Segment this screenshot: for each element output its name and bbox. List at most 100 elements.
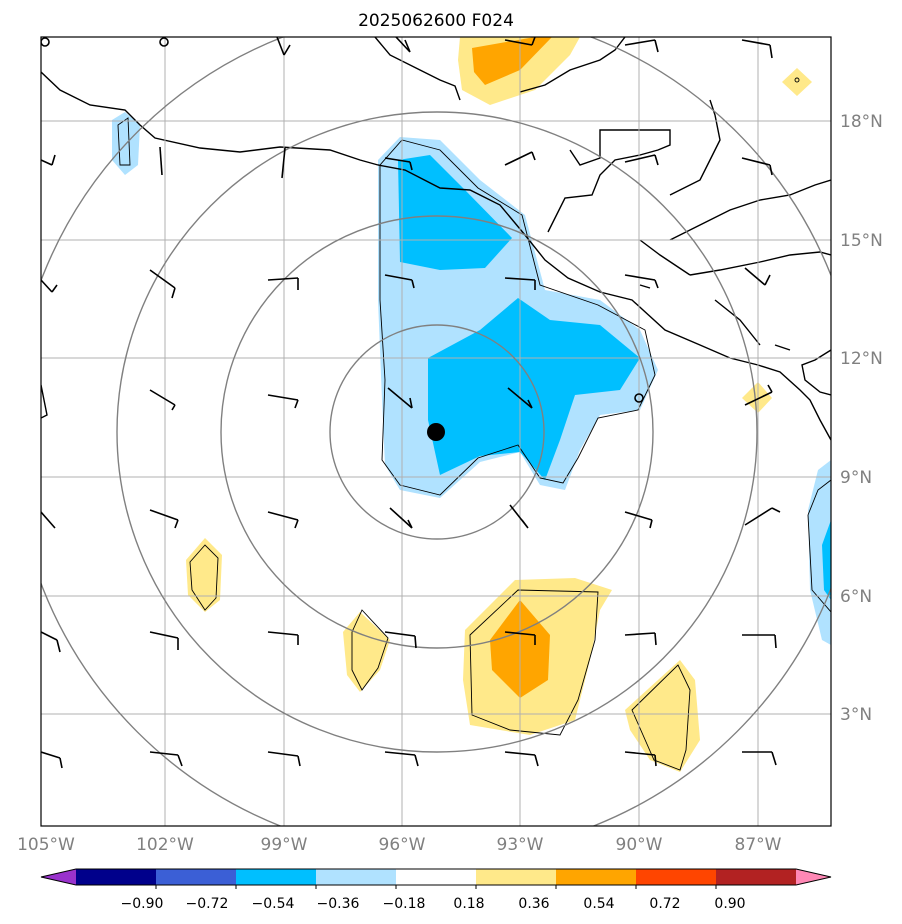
wind-barb xyxy=(504,751,539,767)
wind-barb xyxy=(384,631,417,649)
lon-label: 90°W xyxy=(616,835,663,855)
lat-label: 18°N xyxy=(840,112,883,132)
colorbar-segments xyxy=(41,869,831,885)
lon-label: 99°W xyxy=(261,835,308,855)
map-frame xyxy=(40,36,832,827)
wind-barb xyxy=(41,37,50,47)
longitude-labels: 105°W 102°W 99°W 96°W 93°W 90°W 87°W xyxy=(17,835,782,855)
coastlines xyxy=(41,37,831,441)
colorbar-bin xyxy=(76,869,157,885)
wind-barb xyxy=(267,511,299,529)
gridlines xyxy=(41,37,831,826)
wind-barb xyxy=(624,39,659,53)
colorbar-tick-label: 0.90 xyxy=(714,896,745,912)
wind-barb xyxy=(384,751,419,767)
storm-center-marker xyxy=(427,423,445,441)
colorbar-bin xyxy=(396,869,477,885)
colorbar-outline xyxy=(40,868,832,886)
wind-barb xyxy=(504,37,536,46)
lon-label: 93°W xyxy=(497,835,544,855)
colorbar-tick-labels: −0.90 −0.72 −0.54 −0.36 −0.18 0.18 0.36 … xyxy=(121,896,746,912)
colorbar-tick-label: 0.72 xyxy=(649,896,680,912)
colorbar-tick-label: −0.54 xyxy=(252,896,295,912)
colorbar-ticks xyxy=(155,885,717,889)
wind-barb xyxy=(744,507,781,526)
wind-barb xyxy=(624,751,657,767)
wind-barb xyxy=(395,37,411,53)
lat-label: 3°N xyxy=(840,705,872,725)
colorbar-extend-high xyxy=(796,869,831,885)
lon-label: 105°W xyxy=(17,835,75,855)
colorbar-extend-low xyxy=(41,869,76,885)
wind-barb xyxy=(509,504,529,529)
wind-barb xyxy=(149,509,179,529)
wind-barb xyxy=(742,751,777,766)
colorbar-bin xyxy=(156,869,237,885)
wind-barb xyxy=(267,631,299,645)
latitude-labels: 18°N 15°N 12°N 9°N 6°N 3°N xyxy=(840,112,883,725)
wind-barb xyxy=(149,751,183,767)
colorbar-tick-label: 0.18 xyxy=(453,896,484,912)
colorbar-tick-label: 0.36 xyxy=(518,896,549,912)
wind-barb xyxy=(41,511,56,529)
positive-anomaly-light xyxy=(186,538,222,612)
wind-barb xyxy=(387,387,413,409)
lon-label: 102°W xyxy=(136,835,194,855)
positive-anomaly-light xyxy=(742,382,772,413)
colorbar-bin xyxy=(556,869,637,885)
wind-barb xyxy=(624,632,657,646)
lat-label: 6°N xyxy=(840,587,872,607)
colorbar-tick-label: −0.18 xyxy=(383,896,426,912)
colorbar-bin xyxy=(476,869,557,885)
wind-barb xyxy=(741,39,773,59)
map-title: 2025062600 F024 xyxy=(358,11,514,31)
wind-barb xyxy=(41,154,56,166)
wind-barb xyxy=(159,146,163,176)
map-area xyxy=(41,37,831,826)
wind-barb xyxy=(624,511,653,529)
anomaly-shading xyxy=(112,37,831,772)
wind-barb xyxy=(624,154,659,166)
wind-barb xyxy=(159,37,169,47)
wind-barb xyxy=(384,157,413,171)
wind-barbs xyxy=(41,37,781,769)
wind-barb xyxy=(634,393,644,403)
wind-barb xyxy=(504,277,536,290)
wind-barb xyxy=(41,279,58,293)
lat-label: 15°N xyxy=(840,231,883,251)
lat-label: 12°N xyxy=(840,349,883,369)
wind-barb xyxy=(267,751,301,767)
wind-barb xyxy=(41,631,61,653)
wind-barb xyxy=(624,274,659,289)
wind-barb xyxy=(504,631,536,645)
colorbar-tick-label: −0.90 xyxy=(121,896,164,912)
wind-barb xyxy=(744,384,773,406)
colorbar-bin xyxy=(236,869,317,885)
lon-label: 96°W xyxy=(379,835,426,855)
colorbar-tick-label: −0.36 xyxy=(317,896,360,912)
wind-barb xyxy=(276,37,291,56)
contour-lines xyxy=(117,77,831,771)
wind-barb xyxy=(384,274,415,289)
wind-barb xyxy=(149,269,176,299)
negative-anomaly-mid xyxy=(822,520,831,600)
lon-label: 87°W xyxy=(735,835,782,855)
wind-barb xyxy=(281,147,286,179)
wind-barb xyxy=(741,157,773,176)
colorbar-bin xyxy=(636,869,717,885)
wind-barb xyxy=(389,507,413,529)
wind-barb xyxy=(744,267,771,286)
colorbar-bin xyxy=(316,869,397,885)
wind-barb xyxy=(267,394,299,409)
lat-label: 9°N xyxy=(840,468,872,488)
negative-anomaly-mid xyxy=(428,298,640,480)
colorbar-tick-label: 0.54 xyxy=(583,896,614,912)
colorbar-tick-label: −0.72 xyxy=(186,896,229,912)
wind-barb xyxy=(742,634,777,649)
wind-barb xyxy=(149,631,179,650)
positive-anomaly-light xyxy=(625,660,700,772)
wind-barb xyxy=(504,151,536,166)
positive-anomaly-mid xyxy=(472,37,552,85)
range-rings xyxy=(41,37,831,826)
